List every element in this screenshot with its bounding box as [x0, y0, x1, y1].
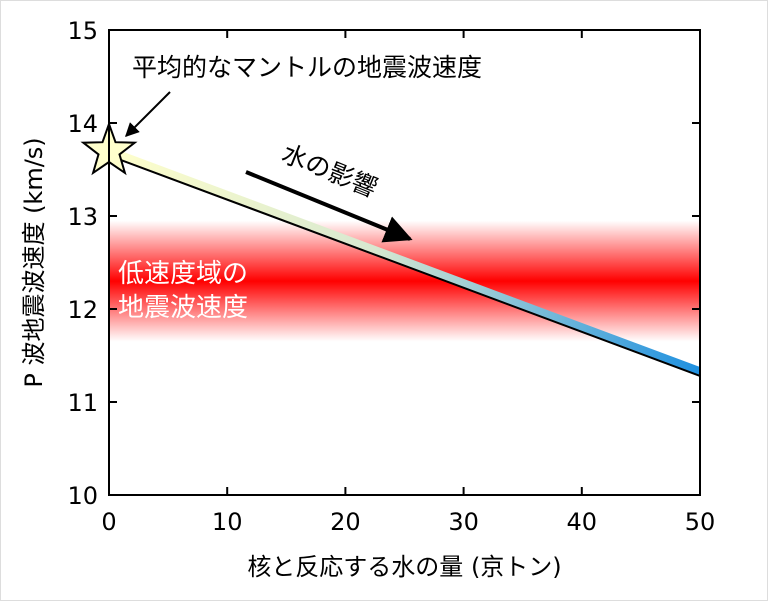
x-tick-label: 40 — [567, 508, 598, 536]
y-tick-label: 14 — [67, 110, 98, 138]
plot-frame — [108, 29, 701, 496]
x-tick-label: 20 — [330, 508, 361, 536]
y-axis-label: P 波地震波速度 (km/s) — [20, 137, 48, 387]
x-tick-label: 50 — [685, 508, 716, 536]
band-label: 低速度域の — [118, 259, 248, 289]
annotation: 平均的なマントルの地震波速度 — [132, 53, 482, 82]
y-tick-label: 13 — [67, 203, 98, 231]
y-tick-label: 11 — [67, 389, 98, 417]
x-tick-label: 0 — [101, 508, 116, 536]
x-tick-label: 10 — [212, 508, 243, 536]
water-wedge — [109, 146, 700, 376]
annotation-arrow — [125, 91, 171, 137]
annotation-arrow — [245, 170, 413, 243]
band-label: 地震波速度 — [118, 293, 248, 323]
x-axis-label: 核と反応する水の量 (京トン) — [247, 553, 561, 581]
y-tick-label: 12 — [67, 296, 98, 324]
x-tick-label: 30 — [448, 508, 479, 536]
y-tick-label: 10 — [67, 482, 98, 510]
y-tick-label: 15 — [67, 17, 98, 45]
series-line — [108, 154, 701, 377]
